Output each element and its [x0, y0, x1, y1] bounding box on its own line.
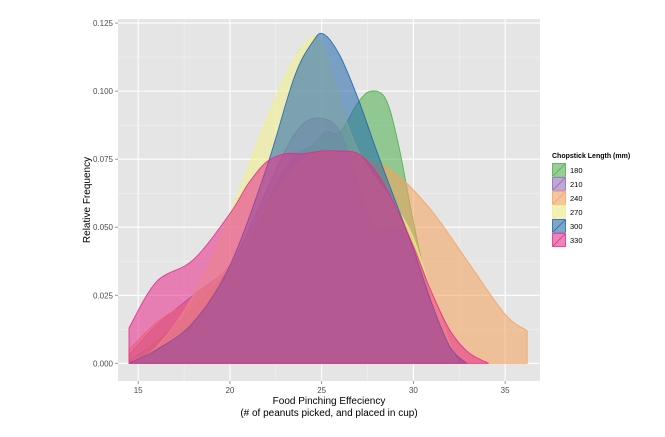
y-axis-title: Relative Frequency: [82, 157, 93, 243]
y-tick-label: 0.075: [93, 155, 114, 164]
legend-swatch-diagonal: [552, 177, 566, 191]
legend-label-180: 180: [570, 166, 583, 175]
legend-swatch-diagonal: [552, 219, 566, 233]
y-tick-label: 0.025: [93, 291, 114, 300]
density-area-330: [128, 150, 489, 364]
y-tick-label: 0.125: [93, 19, 114, 28]
legend-title: Chopstick Length (mm): [552, 153, 630, 160]
y-tick-label: 0.100: [93, 87, 114, 96]
y-tick-label: 0.000: [93, 359, 114, 368]
legend-swatch-diagonal: [552, 233, 566, 247]
x-tick-label: 20: [225, 386, 234, 395]
y-axis-ticks: 0.000 0.025 0.050 0.075 0.100 0.125: [93, 19, 118, 368]
legend-swatch-diagonal: [552, 205, 566, 219]
density-series: [127, 32, 528, 364]
x-tick-label: 15: [134, 386, 143, 395]
x-tick-label: 25: [317, 386, 326, 395]
x-tick-label: 35: [501, 386, 510, 395]
legend-label-240: 240: [570, 194, 583, 203]
legend-swatch-diagonal: [552, 191, 566, 205]
x-axis-title-line1: Food Pinching Effeciency: [273, 396, 386, 407]
x-axis-ticks: 15 20 25 30 35: [134, 381, 510, 395]
x-tick-label: 30: [409, 386, 418, 395]
legend-label-270: 270: [570, 208, 583, 217]
legend: Chopstick Length (mm) 180 210 240 270 300 330: [551, 153, 630, 248]
x-axis-title-line2: (# of peanuts picked, and placed in cup): [240, 408, 417, 419]
legend-swatch-diagonal: [552, 163, 566, 177]
legend-label-330: 330: [570, 236, 583, 245]
legend-label-210: 210: [570, 180, 583, 189]
y-tick-label: 0.050: [93, 223, 114, 232]
legend-label-300: 300: [570, 222, 583, 231]
legend-items: 180 210 240 270 300 330: [551, 162, 583, 248]
